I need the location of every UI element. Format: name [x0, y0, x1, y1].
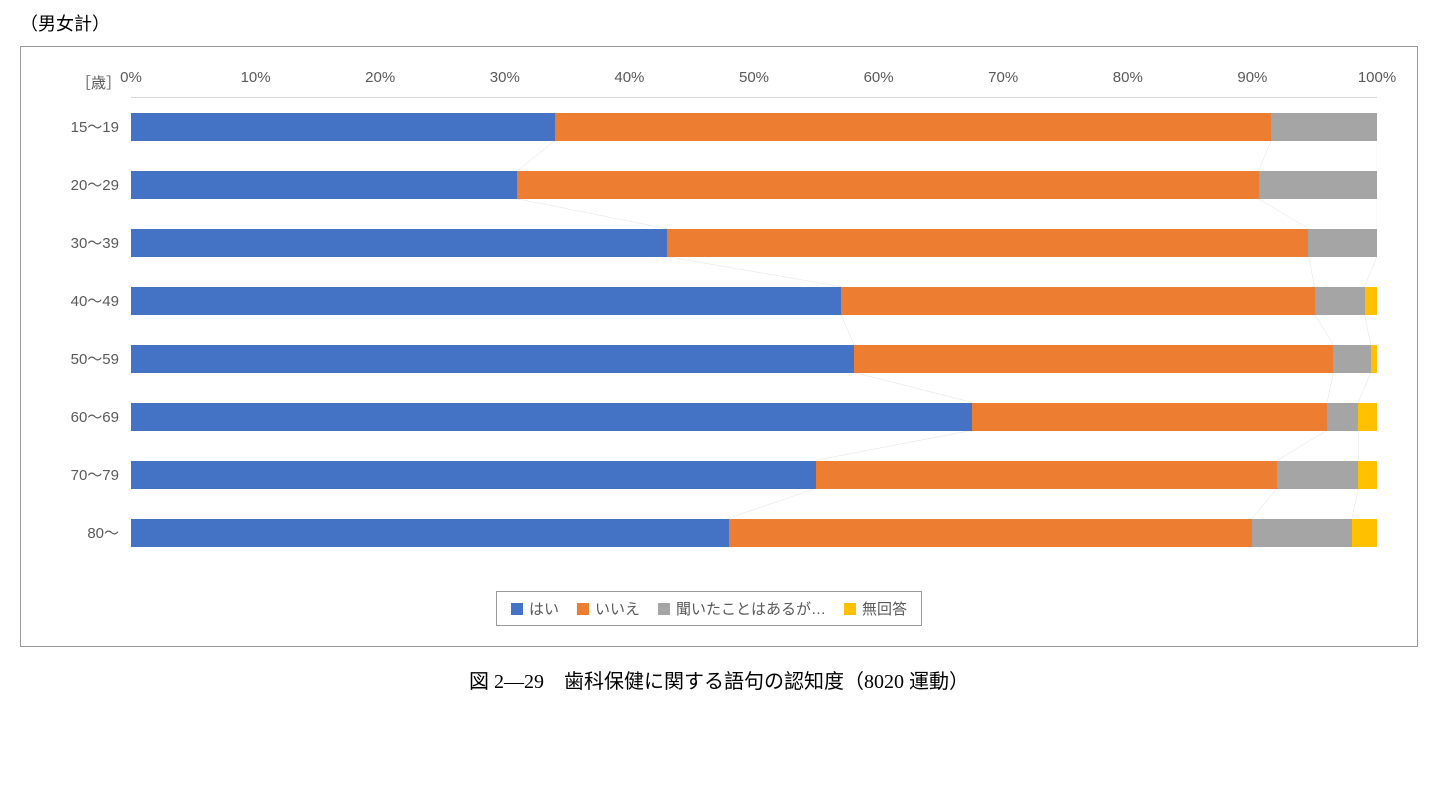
bar-row: [131, 98, 1377, 156]
y-category-label: 70～79: [41, 445, 131, 503]
bar-segment-heard: [1315, 287, 1365, 315]
bar-segment-no: [854, 345, 1334, 373]
legend-label: いいえ: [595, 598, 640, 619]
bar-segment-heard: [1327, 403, 1358, 431]
bar-segment-yes: [131, 229, 667, 257]
y-category-label: 40～49: [41, 271, 131, 329]
bar-segment-yes: [131, 461, 816, 489]
legend-swatch-icon: [511, 603, 523, 615]
x-tick: 40%: [614, 69, 644, 86]
chart-frame: ［歳］ 15～1920～2930～3940～4950～5960～6970～798…: [20, 46, 1418, 647]
stacked-bar: [131, 345, 1377, 373]
x-tick: 0%: [120, 69, 142, 86]
x-tick: 70%: [988, 69, 1018, 86]
y-category-label: 50～59: [41, 329, 131, 387]
bar-segment-no: [729, 519, 1252, 547]
bar-segment-heard: [1271, 113, 1377, 141]
x-tick: 80%: [1113, 69, 1143, 86]
bar-segment-heard: [1333, 345, 1370, 373]
legend-label: 無回答: [862, 598, 907, 619]
y-category-label: 15～19: [41, 97, 131, 155]
x-tick: 100%: [1358, 69, 1396, 86]
bar-row: [131, 388, 1377, 446]
x-tick: 90%: [1237, 69, 1267, 86]
bar-segment-no: [972, 403, 1327, 431]
legend-item-no: いいえ: [577, 598, 640, 619]
stacked-bar: [131, 461, 1377, 489]
bar-segment-na: [1371, 345, 1377, 373]
bar-segment-na: [1352, 519, 1377, 547]
bar-segment-heard: [1252, 519, 1352, 547]
stacked-bar: [131, 287, 1377, 315]
legend: はい いいえ 聞いたことはあるが… 無回答: [496, 591, 922, 626]
bar-segment-yes: [131, 113, 555, 141]
legend-swatch-icon: [577, 603, 589, 615]
bar-segment-yes: [131, 287, 841, 315]
bar-row: [131, 272, 1377, 330]
bar-segment-na: [1358, 461, 1377, 489]
legend-item-heard: 聞いたことはあるが…: [658, 598, 826, 619]
x-tick: 10%: [241, 69, 271, 86]
bar-segment-yes: [131, 403, 972, 431]
bar-segment-no: [841, 287, 1314, 315]
bar-segment-no: [517, 171, 1258, 199]
bar-segment-no: [667, 229, 1309, 257]
bar-segment-na: [1358, 403, 1377, 431]
top-label: （男女計）: [20, 10, 1418, 36]
stacked-bar: [131, 171, 1377, 199]
bar-segment-yes: [131, 171, 517, 199]
legend-item-na: 無回答: [844, 598, 907, 619]
figure-caption: 図 2―29 歯科保健に関する語句の認知度（8020 運動）: [20, 665, 1418, 694]
stacked-bar: [131, 229, 1377, 257]
x-tick: 60%: [864, 69, 894, 86]
plot-area: [131, 97, 1377, 561]
stacked-bar: [131, 519, 1377, 547]
bar-segment-yes: [131, 519, 729, 547]
bar-row: [131, 214, 1377, 272]
legend-swatch-icon: [658, 603, 670, 615]
x-tick: 20%: [365, 69, 395, 86]
legend-swatch-icon: [844, 603, 856, 615]
y-axis-title: ［歳］: [41, 67, 131, 97]
bar-segment-no: [555, 113, 1271, 141]
bar-row: [131, 156, 1377, 214]
y-category-label: 20～29: [41, 155, 131, 213]
stacked-bar: [131, 113, 1377, 141]
x-tick: 30%: [490, 69, 520, 86]
x-tick: 50%: [739, 69, 769, 86]
bar-segment-na: [1365, 287, 1377, 315]
bar-row: [131, 330, 1377, 388]
bar-row: [131, 446, 1377, 504]
bar-row: [131, 504, 1377, 562]
bar-segment-heard: [1277, 461, 1358, 489]
stacked-bar: [131, 403, 1377, 431]
bar-segment-no: [816, 461, 1277, 489]
legend-label: はい: [529, 598, 559, 619]
bar-segment-heard: [1259, 171, 1377, 199]
legend-item-yes: はい: [511, 598, 559, 619]
legend-label: 聞いたことはあるが…: [676, 598, 826, 619]
bar-segment-heard: [1308, 229, 1377, 257]
y-category-label: 80～: [41, 503, 131, 561]
x-axis: 0%10%20%30%40%50%60%70%80%90%100%: [131, 67, 1377, 97]
y-category-label: 60～69: [41, 387, 131, 445]
y-category-label: 30～39: [41, 213, 131, 271]
bar-segment-yes: [131, 345, 854, 373]
